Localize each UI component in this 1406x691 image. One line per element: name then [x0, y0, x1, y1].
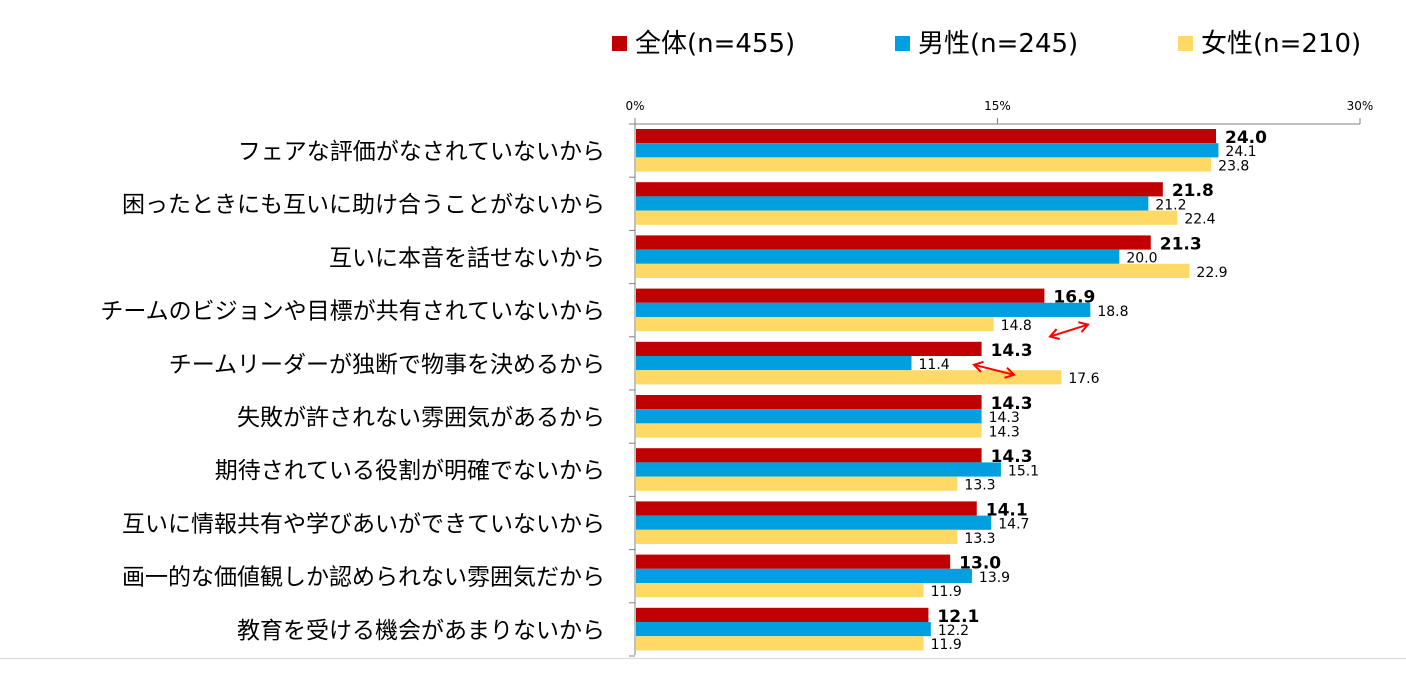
- data-label: 18.8: [1097, 304, 1128, 320]
- legend-label: 男性(n=245): [918, 29, 1078, 59]
- bar: [636, 157, 1212, 172]
- bottom-divider: [0, 658, 1406, 659]
- bar: [636, 235, 1151, 250]
- x-tick-label: 30%: [1347, 99, 1374, 113]
- bar: [636, 341, 982, 356]
- data-label: 14.7: [998, 517, 1029, 533]
- bar: [636, 622, 931, 637]
- data-label: 14.3: [991, 341, 1033, 361]
- legend-label: 全体(n=455): [635, 29, 795, 59]
- data-label: 21.8: [1172, 181, 1214, 201]
- data-label: 11.9: [931, 637, 962, 653]
- annotation-arrow-head: [1048, 328, 1060, 340]
- data-label: 11.9: [931, 584, 962, 600]
- category-label: 互いに情報共有や学びあいができていないから: [122, 511, 605, 537]
- data-label: 21.2: [1155, 197, 1186, 213]
- bar: [636, 317, 994, 332]
- data-label: 22.4: [1184, 212, 1215, 228]
- bar: [636, 529, 958, 544]
- bar: [636, 249, 1120, 264]
- bar: [636, 370, 1062, 385]
- category-label: 教育を受ける機会があまりないから: [237, 618, 605, 644]
- annotation-arrow-line: [1049, 323, 1089, 338]
- legend-swatch: [612, 36, 627, 51]
- data-label: 20.0: [1126, 251, 1157, 267]
- data-label: 13.9: [979, 570, 1010, 586]
- data-label: 12.2: [938, 623, 969, 639]
- data-label: 14.3: [989, 424, 1020, 440]
- category-label: 失敗が許されない雰囲気があるから: [237, 405, 605, 431]
- bar: [636, 554, 951, 569]
- bar: [636, 607, 929, 622]
- bar: [636, 501, 977, 516]
- legend-swatch: [895, 36, 910, 51]
- data-label: 13.3: [964, 478, 995, 494]
- annotation-arrow-head: [1078, 321, 1090, 333]
- bar: [636, 196, 1149, 211]
- data-label: 15.1: [1008, 463, 1039, 479]
- bar: [636, 395, 982, 410]
- data-label: 16.9: [1053, 288, 1095, 308]
- annotation-arrow-head: [1004, 366, 1016, 379]
- data-label: 23.8: [1218, 158, 1249, 174]
- data-label: 12.1: [937, 607, 979, 627]
- bar: [636, 583, 924, 598]
- category-label: チームリーダーが独断で物事を決めるから: [169, 352, 605, 378]
- data-label: 17.6: [1068, 371, 1099, 387]
- bar: [636, 182, 1163, 197]
- bar: [636, 288, 1045, 303]
- bar: [636, 263, 1190, 278]
- x-tick-label: 0%: [625, 99, 644, 113]
- bar: [636, 636, 924, 651]
- bar: [636, 210, 1178, 225]
- bar: [636, 129, 1216, 144]
- bar: [636, 302, 1091, 317]
- category-label: チームのビジョンや目標が共有されていないから: [100, 299, 605, 325]
- category-label: 画一的な価値観しか認められない雰囲気だから: [122, 565, 605, 591]
- bar: [636, 476, 958, 491]
- bar: [636, 515, 992, 530]
- data-label: 13.0: [959, 554, 1001, 574]
- data-label: 22.9: [1196, 265, 1227, 281]
- annotation-arrow-head: [972, 360, 984, 373]
- annotation-arrow-line: [973, 363, 1015, 376]
- data-label: 24.1: [1225, 144, 1256, 160]
- bar: [636, 143, 1219, 158]
- x-tick-label: 15%: [984, 99, 1011, 113]
- data-label: 13.3: [964, 531, 995, 547]
- bar: [636, 409, 982, 424]
- category-label: 困ったときにも互いに助け合うことがないから: [122, 192, 605, 218]
- data-label: 24.0: [1225, 128, 1267, 148]
- bar: [636, 356, 912, 371]
- data-label: 14.3: [989, 410, 1020, 426]
- bar: [636, 568, 972, 583]
- bar: [636, 423, 982, 438]
- data-label: 14.8: [1001, 318, 1032, 334]
- data-label: 21.3: [1160, 234, 1202, 254]
- legend-label: 女性(n=210): [1201, 29, 1361, 59]
- category-label: 期待されている役割が明確でないから: [215, 458, 605, 484]
- data-label: 14.3: [991, 394, 1033, 414]
- category-label: 互いに本音を話せないから: [329, 245, 605, 271]
- data-label: 14.1: [986, 500, 1028, 520]
- data-label: 14.3: [991, 447, 1033, 467]
- bar: [636, 448, 982, 463]
- legend-swatch: [1178, 36, 1193, 51]
- bar: [636, 462, 1001, 477]
- data-label: 11.4: [919, 357, 950, 373]
- category-label: フェアな評価がなされていないから: [238, 139, 605, 165]
